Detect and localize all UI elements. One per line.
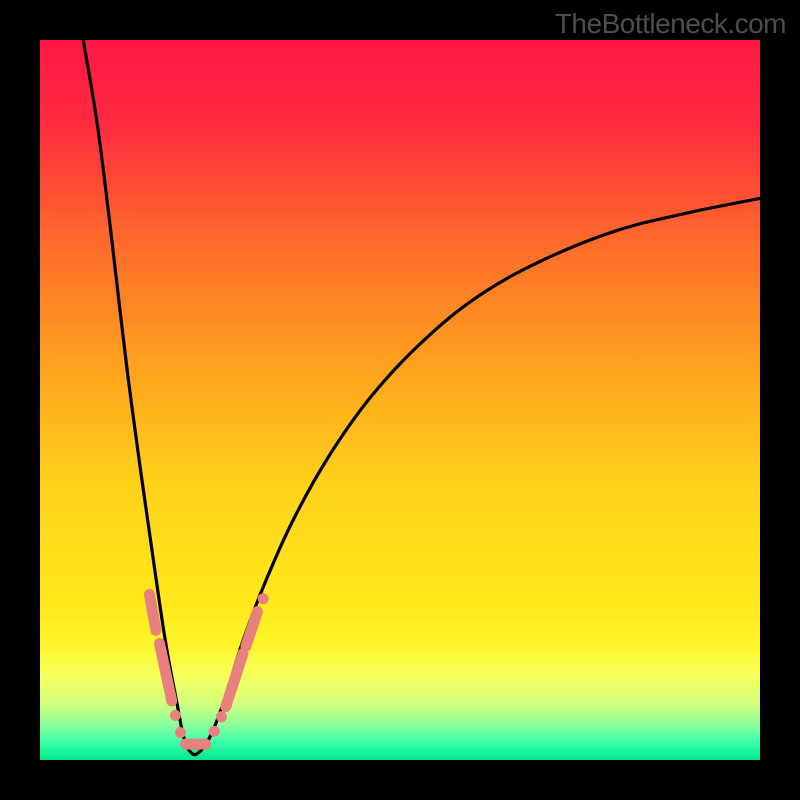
plot-area xyxy=(40,40,760,760)
watermark-text: TheBottleneck.com xyxy=(555,8,786,40)
bottleneck-curve xyxy=(83,40,760,755)
curve-layer xyxy=(40,40,760,760)
outer-frame: TheBottleneck.com xyxy=(0,0,800,800)
marker-cluster xyxy=(149,593,268,744)
